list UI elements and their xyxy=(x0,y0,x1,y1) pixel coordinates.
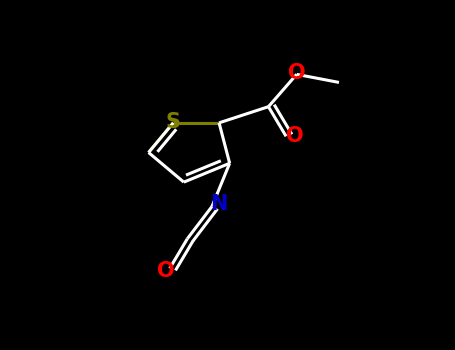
Text: O: O xyxy=(157,261,175,281)
Text: S: S xyxy=(166,112,181,132)
Text: N: N xyxy=(210,194,228,214)
Text: O: O xyxy=(286,126,303,146)
Text: O: O xyxy=(288,63,305,83)
